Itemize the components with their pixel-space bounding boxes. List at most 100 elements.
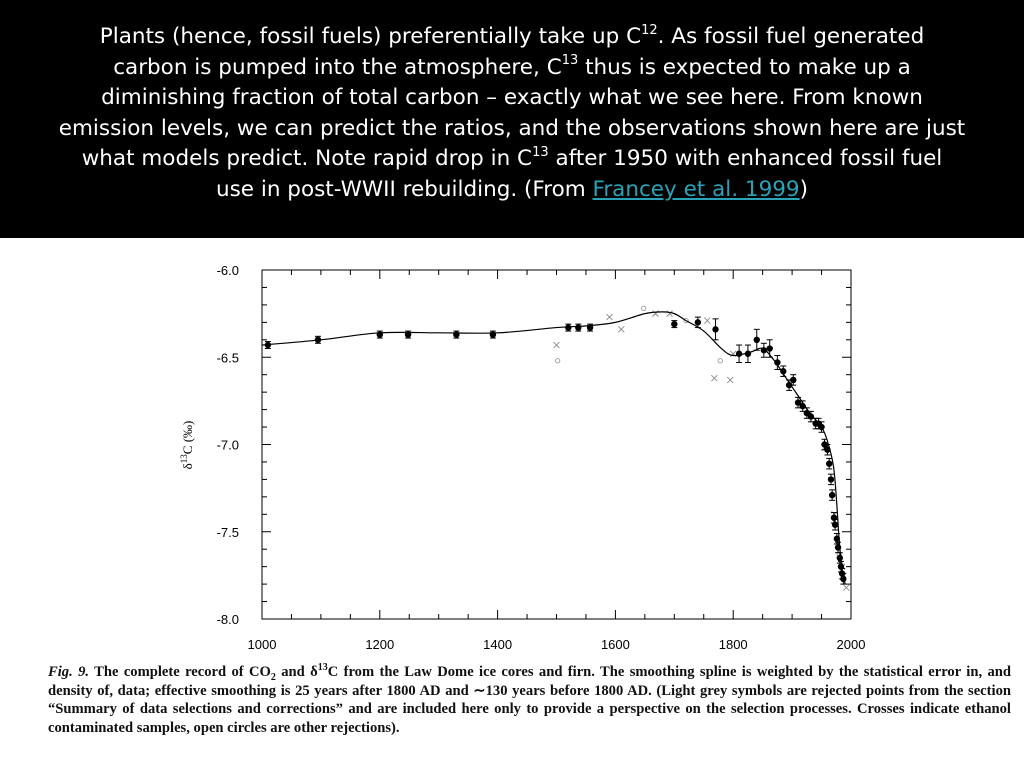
data-point bbox=[794, 396, 802, 409]
point-marker bbox=[586, 324, 594, 331]
rejected-cross-stroke bbox=[666, 310, 673, 317]
data-point bbox=[785, 379, 793, 391]
point-marker bbox=[834, 544, 842, 551]
rejected-cross-stroke bbox=[711, 374, 718, 382]
rejected-point bbox=[683, 317, 689, 324]
x-tick-label: 1400 bbox=[483, 637, 512, 652]
point-marker bbox=[453, 331, 460, 338]
figure-caption: Fig. 9. The complete record of CO2 and δ… bbox=[48, 662, 1011, 736]
y-tick-label: -7.5 bbox=[217, 525, 239, 540]
data-point bbox=[831, 519, 839, 531]
rejected-cross-stroke bbox=[617, 326, 625, 333]
header-line-2: carbon is pumped into the atmosphere, C1… bbox=[113, 53, 911, 80]
rejected-point bbox=[641, 305, 647, 312]
data-point bbox=[780, 365, 787, 377]
rejected-cross-stroke bbox=[842, 584, 850, 591]
y-axis-label: δ13C (‰) bbox=[179, 421, 195, 470]
x-tick-label: 2000 bbox=[837, 637, 866, 652]
y-tick-label: -6.5 bbox=[217, 350, 239, 365]
data-point bbox=[826, 457, 833, 470]
data-point bbox=[489, 330, 497, 339]
data-point bbox=[314, 335, 322, 344]
header-line-3: diminishing fraction of total carbon – e… bbox=[101, 85, 923, 111]
rejected-point bbox=[726, 376, 734, 384]
citation-link[interactable]: Francey et al. 1999 bbox=[592, 176, 800, 202]
slide-header: Plants (hence, fossil fuels) preferentia… bbox=[0, 0, 1024, 238]
axes bbox=[261, 269, 852, 620]
data-point bbox=[790, 374, 797, 386]
x-tick-label: 1600 bbox=[601, 637, 630, 652]
data-point bbox=[799, 400, 806, 412]
header-line-1: Plants (hence, fossil fuels) preferentia… bbox=[99, 22, 925, 49]
point-marker bbox=[314, 336, 322, 343]
data-point bbox=[565, 323, 572, 332]
figure-panel: 1000 1200 1400 1600 1800 2000 -6.0 -6.5 -7.0 -7.5… bbox=[0, 238, 1024, 768]
header-line-4: emission levels, we can predict the rati… bbox=[58, 115, 966, 141]
point-marker bbox=[766, 345, 773, 352]
point-marker bbox=[753, 336, 760, 343]
rejected-point bbox=[606, 313, 613, 321]
data-point bbox=[264, 341, 272, 350]
point-marker bbox=[744, 350, 752, 357]
chart: 1000 1200 1400 1600 1800 2000 -6.0 -6.5 -7.0 -7.5… bbox=[179, 263, 866, 652]
point-marker bbox=[780, 368, 787, 375]
point-marker bbox=[807, 413, 815, 420]
data-point bbox=[824, 444, 831, 456]
point-marker bbox=[376, 331, 383, 338]
point-marker bbox=[760, 347, 768, 354]
point-marker bbox=[264, 341, 272, 349]
caption-fig-label: Fig. 9. bbox=[48, 664, 90, 680]
point-marker bbox=[774, 359, 781, 366]
point-marker bbox=[826, 460, 833, 467]
data-point bbox=[753, 328, 760, 351]
x-tick-label: 1000 bbox=[248, 637, 277, 652]
rejected-cross-stroke bbox=[553, 341, 560, 349]
y-tick-label: -6.0 bbox=[217, 263, 239, 278]
rejected-point bbox=[842, 584, 850, 591]
point-marker bbox=[831, 521, 839, 528]
point-marker bbox=[836, 554, 844, 562]
point-marker bbox=[712, 326, 719, 333]
data-point bbox=[376, 330, 383, 339]
point-marker bbox=[694, 319, 702, 326]
point-marker bbox=[827, 476, 835, 483]
rejected-point bbox=[555, 358, 561, 364]
data-point bbox=[575, 323, 582, 332]
data-point bbox=[744, 344, 752, 363]
point-marker bbox=[794, 399, 802, 406]
data-point bbox=[766, 339, 773, 358]
rejected-cross-stroke bbox=[729, 350, 737, 358]
data-point bbox=[830, 512, 838, 524]
point-marker bbox=[404, 331, 412, 338]
rejected-cross-stroke bbox=[703, 317, 711, 324]
data-point bbox=[694, 316, 702, 329]
data-point bbox=[712, 318, 719, 341]
data-point bbox=[404, 330, 412, 339]
x-tick-label: 1800 bbox=[719, 637, 748, 652]
data-point bbox=[807, 410, 815, 423]
point-marker bbox=[489, 331, 497, 338]
rejected-cross-stroke bbox=[606, 313, 613, 321]
y-tick-label: -8.0 bbox=[217, 612, 239, 627]
data-point bbox=[586, 323, 594, 332]
rejected-point bbox=[703, 317, 711, 324]
x-tick-label: 1200 bbox=[365, 637, 394, 652]
data-point bbox=[818, 421, 825, 433]
point-marker bbox=[790, 376, 797, 384]
rejected-points bbox=[553, 305, 850, 591]
rejected-point bbox=[553, 341, 560, 349]
y-tick-label: -7.0 bbox=[217, 438, 239, 453]
rejected-point bbox=[717, 358, 723, 364]
data-point bbox=[840, 573, 847, 585]
point-marker bbox=[824, 446, 831, 453]
rejected-point bbox=[711, 374, 718, 382]
header-line-5: what models predict. Note rapid drop in … bbox=[81, 145, 943, 172]
data-point bbox=[836, 552, 844, 564]
data-point bbox=[827, 473, 835, 486]
point-marker bbox=[735, 350, 743, 357]
point-marker bbox=[828, 491, 836, 499]
data-point bbox=[828, 489, 836, 501]
point-marker bbox=[818, 423, 825, 431]
data-point bbox=[774, 355, 781, 370]
smoothing-spline bbox=[261, 311, 846, 585]
